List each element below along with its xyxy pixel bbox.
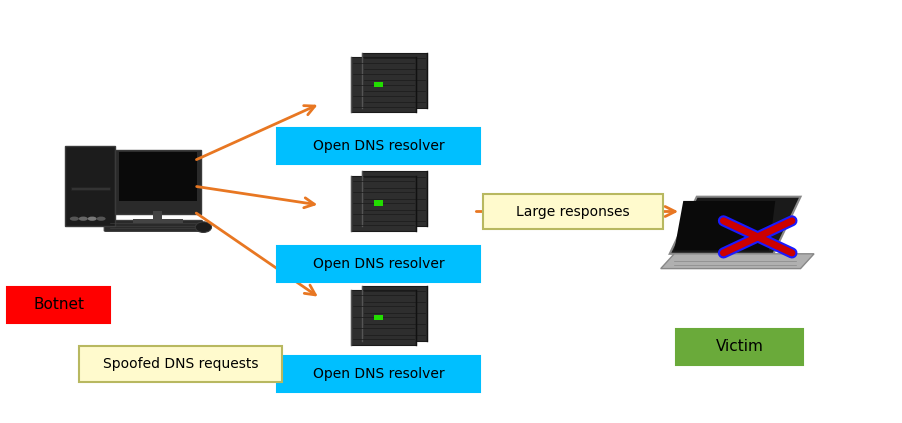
- FancyBboxPatch shape: [676, 329, 803, 365]
- Bar: [384, 77, 394, 83]
- FancyBboxPatch shape: [351, 290, 416, 345]
- FancyBboxPatch shape: [119, 152, 197, 201]
- FancyBboxPatch shape: [351, 57, 416, 112]
- Text: Botnet: Botnet: [33, 297, 84, 312]
- FancyBboxPatch shape: [7, 287, 111, 322]
- Bar: [384, 196, 394, 201]
- FancyBboxPatch shape: [362, 171, 427, 226]
- Text: Spoofed DNS requests: Spoofed DNS requests: [103, 357, 258, 371]
- Bar: [153, 212, 162, 222]
- Text: Large responses: Large responses: [516, 204, 630, 219]
- Circle shape: [69, 217, 78, 221]
- FancyBboxPatch shape: [115, 150, 200, 214]
- Circle shape: [97, 217, 106, 221]
- Circle shape: [87, 217, 97, 221]
- FancyBboxPatch shape: [66, 146, 115, 226]
- Bar: [133, 219, 183, 223]
- FancyBboxPatch shape: [483, 194, 663, 229]
- Ellipse shape: [195, 222, 211, 233]
- Circle shape: [78, 217, 87, 221]
- FancyBboxPatch shape: [351, 176, 416, 231]
- Text: Open DNS resolver: Open DNS resolver: [313, 257, 445, 272]
- Text: Victim: Victim: [715, 339, 764, 354]
- Bar: [373, 82, 383, 88]
- Text: Open DNS resolver: Open DNS resolver: [313, 139, 445, 153]
- FancyBboxPatch shape: [278, 356, 480, 393]
- FancyBboxPatch shape: [278, 246, 480, 283]
- FancyBboxPatch shape: [105, 220, 202, 231]
- FancyBboxPatch shape: [362, 53, 427, 108]
- Bar: [373, 315, 383, 320]
- Bar: [384, 310, 394, 316]
- Text: Open DNS resolver: Open DNS resolver: [313, 367, 445, 382]
- Bar: [373, 201, 383, 206]
- FancyBboxPatch shape: [362, 286, 427, 341]
- Polygon shape: [660, 254, 814, 269]
- FancyBboxPatch shape: [79, 346, 281, 382]
- FancyBboxPatch shape: [278, 128, 480, 164]
- Bar: [71, 187, 110, 190]
- Polygon shape: [675, 201, 775, 250]
- Polygon shape: [669, 197, 801, 254]
